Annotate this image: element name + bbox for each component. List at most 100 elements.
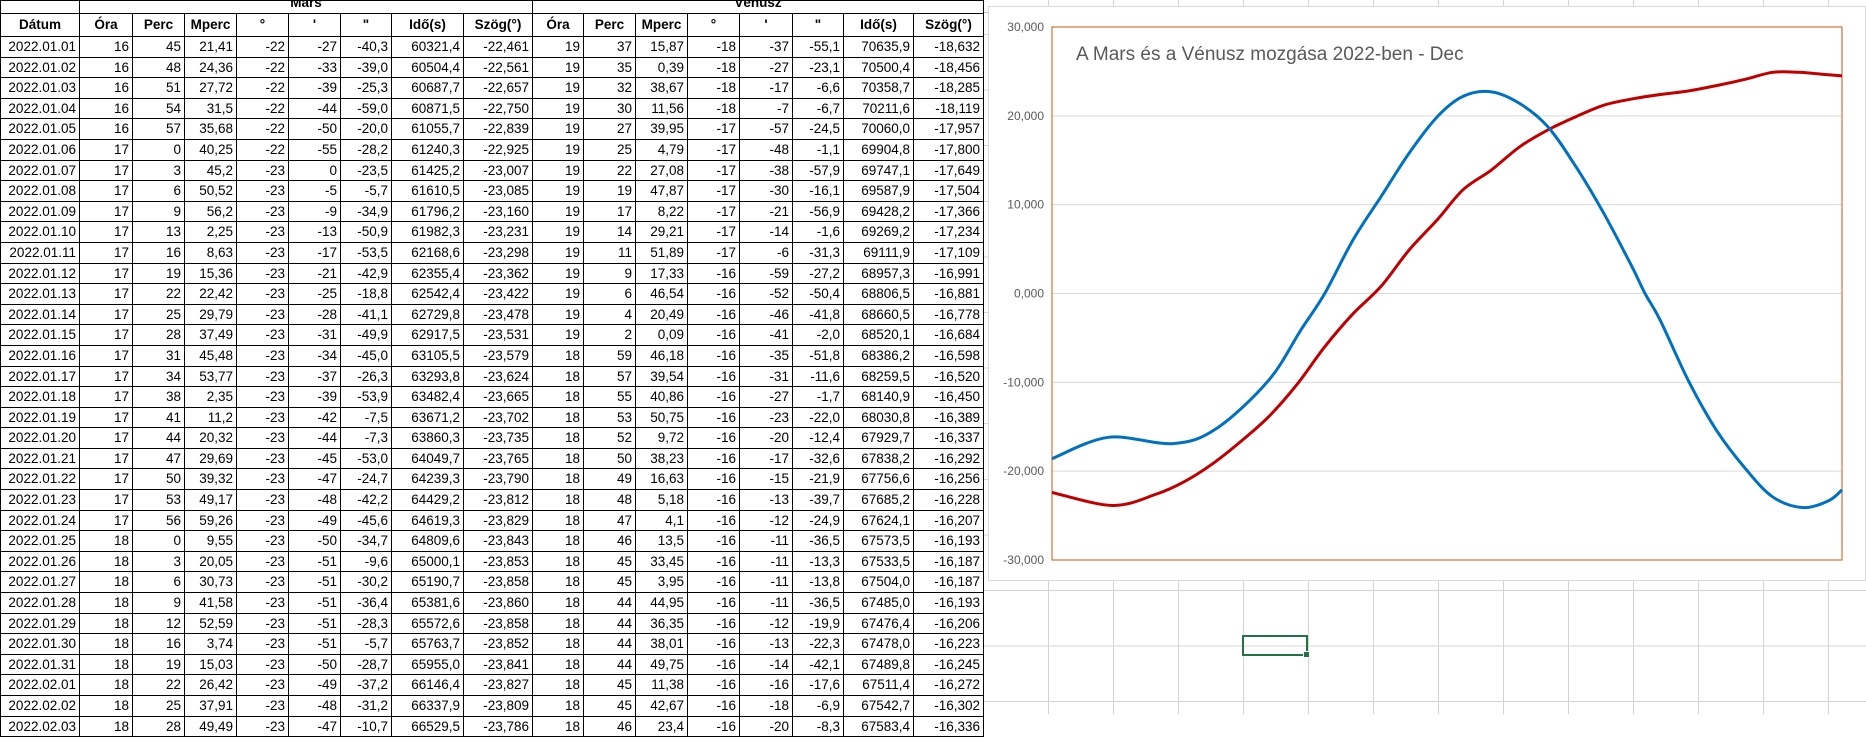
value-cell[interactable]: -51 bbox=[288, 571, 341, 594]
value-cell[interactable]: -23,860 bbox=[463, 592, 533, 614]
value-cell[interactable]: 16 bbox=[79, 56, 133, 79]
value-cell[interactable]: 16,63 bbox=[635, 468, 688, 491]
value-cell[interactable]: -39,7 bbox=[792, 489, 844, 511]
value-cell[interactable]: -18,456 bbox=[913, 56, 984, 79]
value-cell[interactable]: -36,4 bbox=[340, 592, 392, 614]
value-cell[interactable]: 19 bbox=[583, 180, 636, 202]
value-cell[interactable]: 17 bbox=[79, 303, 133, 326]
value-cell[interactable]: 30 bbox=[583, 97, 636, 120]
value-cell[interactable]: -30,2 bbox=[340, 571, 392, 594]
value-cell[interactable]: 16 bbox=[79, 118, 133, 140]
value-cell[interactable]: -28,7 bbox=[340, 653, 392, 676]
column-header[interactable]: ° bbox=[236, 13, 289, 37]
value-cell[interactable]: -27 bbox=[739, 56, 793, 79]
value-cell[interactable]: 60687,7 bbox=[391, 77, 464, 99]
value-cell[interactable]: -45 bbox=[288, 447, 341, 470]
value-cell[interactable]: -34,7 bbox=[340, 530, 392, 552]
value-cell[interactable]: -7 bbox=[739, 97, 793, 120]
value-cell[interactable]: -23 bbox=[236, 241, 289, 264]
value-cell[interactable]: -23,829 bbox=[463, 509, 533, 532]
value-cell[interactable]: 42,67 bbox=[635, 695, 688, 717]
value-cell[interactable]: 19 bbox=[532, 241, 584, 264]
value-cell[interactable]: 13 bbox=[132, 221, 185, 243]
value-cell[interactable]: 18 bbox=[532, 674, 584, 696]
value-cell[interactable]: 70358,7 bbox=[843, 77, 914, 99]
value-cell[interactable]: 67624,1 bbox=[843, 509, 914, 532]
date-cell[interactable]: 2022.01.24 bbox=[0, 509, 80, 532]
value-cell[interactable]: 67929,7 bbox=[843, 427, 914, 449]
value-cell[interactable]: -16 bbox=[687, 612, 740, 635]
value-cell[interactable]: 22 bbox=[132, 283, 185, 305]
value-cell[interactable]: 29,21 bbox=[635, 221, 688, 243]
value-cell[interactable]: -6,7 bbox=[792, 97, 844, 120]
value-cell[interactable]: -30 bbox=[739, 180, 793, 202]
value-cell[interactable]: -17 bbox=[687, 180, 740, 202]
value-cell[interactable]: 61982,3 bbox=[391, 221, 464, 243]
value-cell[interactable]: 51 bbox=[132, 77, 185, 99]
value-cell[interactable]: 57 bbox=[132, 118, 185, 140]
date-cell[interactable]: 2022.01.16 bbox=[0, 344, 80, 367]
value-cell[interactable]: -27 bbox=[739, 386, 793, 408]
value-cell[interactable]: -22,750 bbox=[463, 97, 533, 120]
date-cell[interactable]: 2022.01.11 bbox=[0, 241, 80, 264]
value-cell[interactable]: -16,450 bbox=[913, 386, 984, 408]
value-cell[interactable]: 17 bbox=[79, 406, 133, 429]
value-cell[interactable]: -16 bbox=[687, 303, 740, 326]
value-cell[interactable]: 18 bbox=[532, 592, 584, 614]
value-cell[interactable]: 17 bbox=[79, 509, 133, 532]
value-cell[interactable]: -23 bbox=[236, 447, 289, 470]
value-cell[interactable]: 47 bbox=[132, 447, 185, 470]
value-cell[interactable]: -20,0 bbox=[340, 118, 392, 140]
value-cell[interactable]: 39,95 bbox=[635, 118, 688, 140]
value-cell[interactable]: 9 bbox=[583, 262, 636, 285]
value-cell[interactable]: 18 bbox=[79, 674, 133, 696]
value-cell[interactable]: -16 bbox=[687, 427, 740, 449]
value-cell[interactable]: -23 bbox=[739, 406, 793, 429]
value-cell[interactable]: -17,109 bbox=[913, 241, 984, 264]
date-cell[interactable]: 2022.01.18 bbox=[0, 386, 80, 408]
value-cell[interactable]: -23 bbox=[236, 571, 289, 594]
value-cell[interactable]: -21 bbox=[288, 262, 341, 285]
value-cell[interactable]: -23,786 bbox=[463, 715, 533, 737]
value-cell[interactable]: -31 bbox=[288, 324, 341, 346]
column-header[interactable]: " bbox=[340, 13, 392, 37]
value-cell[interactable]: 19 bbox=[532, 303, 584, 326]
value-cell[interactable]: 17 bbox=[79, 262, 133, 285]
value-cell[interactable]: -1,7 bbox=[792, 386, 844, 408]
value-cell[interactable]: -16,302 bbox=[913, 695, 984, 717]
value-cell[interactable]: 19 bbox=[532, 118, 584, 140]
value-cell[interactable]: 67685,2 bbox=[843, 489, 914, 511]
date-cell[interactable]: 2022.01.10 bbox=[0, 221, 80, 243]
value-cell[interactable]: 40,25 bbox=[184, 138, 237, 161]
value-cell[interactable]: 67511,4 bbox=[843, 674, 914, 696]
value-cell[interactable]: -23,853 bbox=[463, 550, 533, 573]
value-cell[interactable]: -6,6 bbox=[792, 77, 844, 99]
value-cell[interactable]: 28 bbox=[132, 324, 185, 346]
value-cell[interactable]: -16,245 bbox=[913, 653, 984, 676]
value-cell[interactable]: -18 bbox=[739, 695, 793, 717]
mars-group-header[interactable]: Mars bbox=[79, 0, 533, 14]
value-cell[interactable]: -41,1 bbox=[340, 303, 392, 326]
value-cell[interactable]: -25,3 bbox=[340, 77, 392, 99]
date-cell[interactable]: 2022.01.23 bbox=[0, 489, 80, 511]
value-cell[interactable]: 68957,3 bbox=[843, 262, 914, 285]
value-cell[interactable]: -9,6 bbox=[340, 550, 392, 573]
value-cell[interactable]: 23,4 bbox=[635, 715, 688, 737]
value-cell[interactable]: -49 bbox=[288, 509, 341, 532]
value-cell[interactable]: 11,2 bbox=[184, 406, 237, 429]
value-cell[interactable]: -23,579 bbox=[463, 344, 533, 367]
value-cell[interactable]: -34,9 bbox=[340, 200, 392, 223]
value-cell[interactable]: 68140,9 bbox=[843, 386, 914, 408]
date-cell[interactable]: 2022.01.12 bbox=[0, 262, 80, 285]
value-cell[interactable]: 70500,4 bbox=[843, 56, 914, 79]
value-cell[interactable]: 16 bbox=[79, 97, 133, 120]
value-cell[interactable]: 11,38 bbox=[635, 674, 688, 696]
value-cell[interactable]: -23,809 bbox=[463, 695, 533, 717]
value-cell[interactable]: -17 bbox=[739, 77, 793, 99]
date-cell[interactable]: 2022.01.15 bbox=[0, 324, 80, 346]
value-cell[interactable]: 14 bbox=[583, 221, 636, 243]
value-cell[interactable]: 18 bbox=[532, 633, 584, 655]
value-cell[interactable]: -39,0 bbox=[340, 56, 392, 79]
value-cell[interactable]: 39,54 bbox=[635, 365, 688, 388]
value-cell[interactable]: 20,49 bbox=[635, 303, 688, 326]
